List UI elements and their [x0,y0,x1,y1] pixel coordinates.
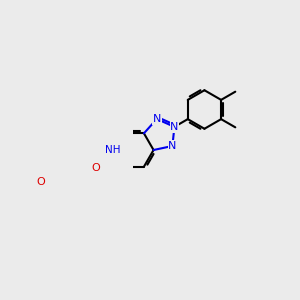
Text: NH: NH [105,145,121,155]
Text: O: O [37,177,45,187]
Text: N: N [153,114,161,124]
Text: N: N [170,122,178,132]
Text: O: O [92,163,100,173]
Text: N: N [168,141,177,151]
